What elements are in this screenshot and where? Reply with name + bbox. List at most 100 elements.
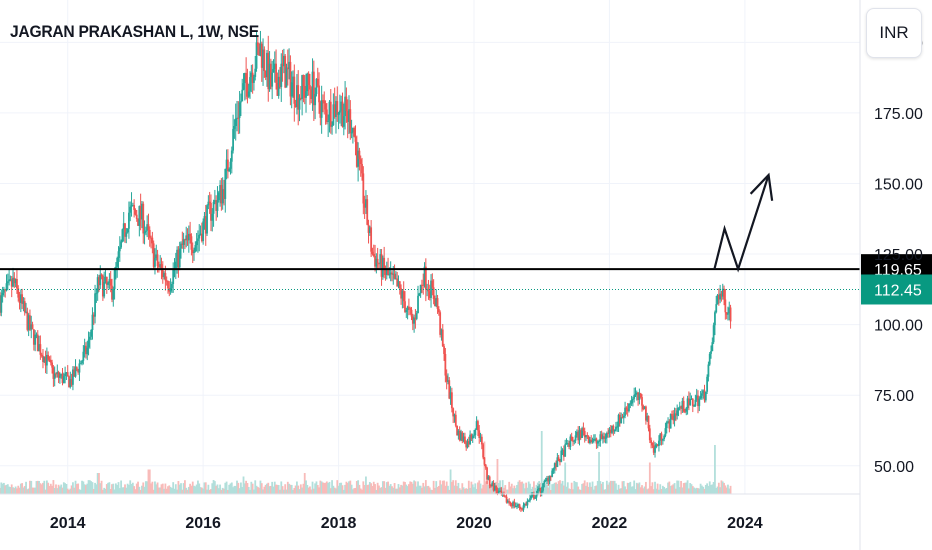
candle-body xyxy=(604,437,607,439)
volume-bar xyxy=(194,486,197,494)
volume-bar xyxy=(605,480,608,494)
candle-body xyxy=(9,279,12,281)
candle-body xyxy=(143,231,146,234)
volume-bar xyxy=(728,488,731,494)
candle-body xyxy=(237,117,240,119)
candle-body xyxy=(311,71,314,99)
currency-button[interactable]: INR xyxy=(866,8,922,58)
candle-body xyxy=(81,360,83,364)
candle-body xyxy=(224,168,227,199)
candle-body xyxy=(314,94,317,106)
candle-body xyxy=(157,266,160,268)
volume-bar xyxy=(547,487,550,494)
volume-bar xyxy=(516,485,518,494)
candle-body xyxy=(320,100,323,118)
volume-bar xyxy=(391,486,393,494)
candle-body xyxy=(251,72,254,83)
candle-body xyxy=(276,82,279,96)
volume-bar xyxy=(475,488,478,494)
candle-body xyxy=(581,428,584,438)
volume-bar xyxy=(408,484,410,494)
candle-body xyxy=(260,43,263,68)
candle-body xyxy=(391,272,393,275)
candle-body xyxy=(552,468,555,471)
volume-bar xyxy=(444,485,447,494)
candle-body xyxy=(121,229,124,242)
candle-body xyxy=(469,434,472,445)
candle-body xyxy=(564,444,567,457)
candle-body xyxy=(381,257,384,277)
volume-bar xyxy=(29,480,31,494)
x-tick-label: 2024 xyxy=(727,515,763,532)
candle-body xyxy=(156,254,159,267)
candle-body xyxy=(526,501,529,506)
volume-bar xyxy=(376,482,379,494)
candle-body xyxy=(51,362,53,368)
volume-bar xyxy=(409,481,412,494)
volume-bar xyxy=(375,489,378,494)
candle-body xyxy=(264,70,267,78)
volume-bar xyxy=(269,485,272,494)
volume-bar xyxy=(599,481,602,494)
candle-body xyxy=(633,394,636,399)
candle-body xyxy=(457,430,460,436)
candle-body xyxy=(641,397,643,406)
volume-bar xyxy=(216,484,219,494)
candle-body xyxy=(177,249,180,268)
candle-body xyxy=(258,46,261,56)
volume-bar xyxy=(371,485,374,494)
candle-body xyxy=(55,373,57,375)
volume-bar xyxy=(645,481,647,494)
volume-bar xyxy=(3,482,5,494)
candle-body xyxy=(129,206,132,213)
volume-bar xyxy=(161,483,164,494)
volume-bar xyxy=(1,483,4,494)
candle-body xyxy=(151,237,154,244)
candle-body xyxy=(466,441,469,448)
volume-bar xyxy=(372,481,375,494)
candle-body xyxy=(464,436,466,444)
volume-bar xyxy=(155,484,158,494)
candle-body xyxy=(535,493,538,498)
volume-bar xyxy=(565,486,568,494)
candle-body xyxy=(111,285,113,300)
volume-bar xyxy=(519,482,522,494)
candle-body xyxy=(315,78,318,95)
candle-body xyxy=(559,461,561,463)
candle-body xyxy=(213,200,216,202)
volume-bar xyxy=(19,483,22,494)
candle-body xyxy=(553,463,556,469)
candle-body xyxy=(169,287,172,292)
candle-body xyxy=(660,433,663,441)
candle-body xyxy=(402,291,405,302)
volume-bar xyxy=(288,483,290,494)
candle-body xyxy=(348,109,350,122)
volume-bar xyxy=(224,482,227,494)
volume-bar xyxy=(72,482,74,494)
volume-bar xyxy=(656,483,659,494)
candle-body xyxy=(547,477,550,482)
volume-bar xyxy=(581,483,584,494)
candle-body xyxy=(477,421,479,431)
candle-body xyxy=(79,363,82,365)
volume-bar xyxy=(61,487,64,494)
volume-bar xyxy=(484,481,487,494)
volume-bar xyxy=(263,486,266,494)
candle-body xyxy=(387,269,389,275)
y-tick-label: 175.00 xyxy=(874,106,923,123)
volume-bar xyxy=(457,482,460,494)
candlesticks[interactable] xyxy=(0,30,732,512)
volume-bar xyxy=(279,489,281,494)
candle-body xyxy=(711,342,714,352)
candle-body xyxy=(624,407,626,416)
candle-body xyxy=(674,413,677,416)
volume-bar xyxy=(350,484,353,494)
volume-bar xyxy=(177,481,180,494)
candle-body xyxy=(383,257,386,269)
candle-body xyxy=(530,495,533,499)
candle-body xyxy=(292,76,294,83)
volume-bar xyxy=(474,483,477,494)
last-price-tag xyxy=(861,274,932,305)
candle-body xyxy=(405,310,408,312)
